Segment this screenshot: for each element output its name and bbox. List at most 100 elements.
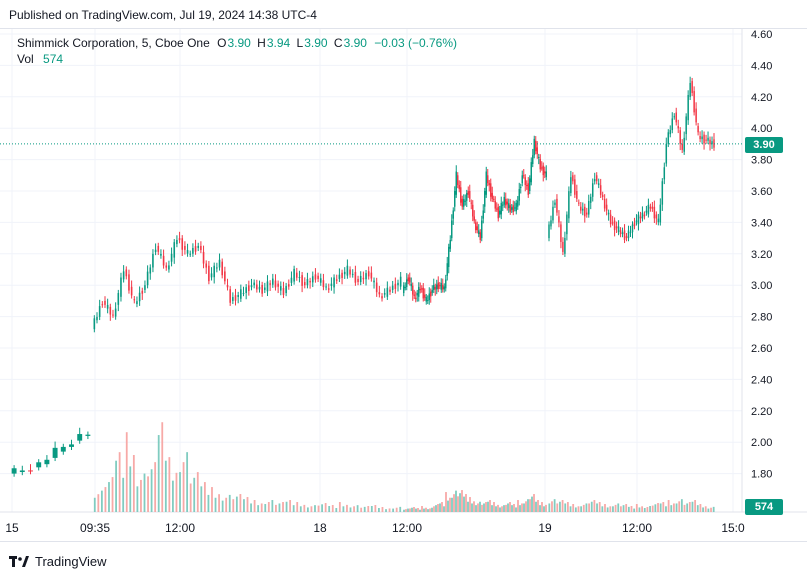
candle-body — [584, 206, 586, 217]
candle-body — [301, 275, 303, 286]
volume-bar — [104, 487, 107, 512]
tradingview-brand[interactable]: TradingView — [9, 554, 107, 569]
candle-body — [354, 272, 357, 283]
volume-bar — [533, 494, 535, 512]
candle-body — [248, 285, 250, 291]
candle-body — [383, 293, 386, 295]
candle-body — [160, 253, 162, 256]
close-label: C — [333, 36, 343, 50]
candle-body — [440, 283, 442, 290]
candle-body — [647, 204, 650, 215]
volume-bar — [439, 503, 441, 512]
candle-body — [560, 224, 562, 242]
candle-body — [28, 470, 33, 472]
x-tick-label: 12:00 — [165, 521, 195, 535]
candle-body — [295, 272, 298, 278]
candle-body — [574, 179, 576, 195]
y-tick-label: 3.60 — [751, 186, 772, 198]
volume-bar — [405, 509, 407, 512]
volume-bar — [168, 457, 171, 512]
candle-body — [69, 444, 74, 447]
candle-body — [633, 222, 636, 227]
volume-bar — [499, 507, 501, 512]
candle-body — [250, 285, 253, 288]
volume-bar — [129, 466, 132, 512]
volume-bar — [495, 506, 497, 512]
candle-body — [659, 204, 662, 223]
candle-body — [593, 179, 596, 182]
volume-bar — [310, 506, 313, 512]
candle-body — [144, 285, 146, 290]
candle-body — [413, 294, 415, 296]
candle-body — [424, 294, 426, 298]
candle-body — [597, 183, 600, 185]
candle-body — [237, 295, 239, 297]
volume-bar — [441, 502, 443, 512]
volume-bar — [455, 490, 457, 512]
y-tick-label: 1.80 — [751, 469, 772, 481]
candle-body — [515, 202, 517, 212]
candle-body — [325, 286, 327, 288]
volume-bar — [511, 505, 513, 512]
volume-bar — [475, 505, 477, 512]
candle-body — [631, 224, 634, 233]
candle-body — [527, 183, 529, 195]
volume-bar — [445, 492, 447, 512]
candle-body — [389, 289, 391, 292]
candle-body — [523, 175, 525, 177]
candle-body — [496, 208, 498, 210]
volume-bar — [617, 503, 620, 512]
volume-bar — [349, 507, 352, 512]
volume-bar — [417, 508, 419, 512]
chart-area[interactable]: 4.60 4.40 4.20 4.00 3.80 3.60 3.40 3.20 3.00 2.80… — [0, 29, 807, 540]
x-tick-label: 12:00 — [622, 521, 652, 535]
candle-body — [234, 295, 237, 301]
candle-body — [576, 191, 578, 199]
candle-body — [125, 269, 128, 277]
candle-body — [343, 271, 346, 275]
volume-bar — [509, 502, 511, 512]
volume-bar — [186, 452, 189, 512]
candle-body — [213, 265, 216, 278]
candle-body — [277, 283, 279, 287]
volume-bar — [395, 507, 398, 512]
candle-body — [509, 205, 511, 212]
candle-body — [627, 230, 630, 239]
candle-body — [418, 286, 420, 297]
candle-body — [443, 286, 445, 290]
candle-body — [542, 165, 544, 176]
candle-body — [436, 284, 438, 290]
published-note: Published on TradingView.com, Jul 19, 20… — [9, 8, 317, 22]
volume-bar — [572, 504, 575, 512]
candle-body — [425, 297, 427, 302]
volume-bar — [627, 506, 630, 512]
candle-body — [521, 175, 523, 184]
volume-bar — [381, 507, 384, 512]
candle-body — [186, 250, 189, 254]
candle-body — [365, 273, 367, 280]
volume-bar — [164, 460, 167, 512]
candle-body — [146, 271, 149, 286]
candle-body — [619, 230, 622, 235]
volume-bar — [225, 497, 228, 512]
volume-bar — [385, 509, 387, 512]
candle-body — [494, 200, 496, 209]
volume-bar — [471, 503, 473, 512]
candle-body — [580, 206, 582, 211]
candlestick-chart[interactable]: 4.60 4.40 4.20 4.00 3.80 3.60 3.40 3.20 3.00 2.80… — [0, 29, 807, 540]
candle-body — [442, 284, 444, 290]
volume-bar — [710, 507, 712, 512]
volume-bar — [324, 503, 327, 512]
candle-body — [491, 192, 493, 199]
candle-body — [261, 284, 263, 294]
candle-body — [85, 434, 91, 436]
candle-body — [109, 306, 112, 315]
volume-bar — [519, 505, 521, 512]
candle-body — [298, 277, 301, 279]
candle-body — [375, 282, 378, 293]
volume-bar — [427, 509, 429, 512]
candle-body — [621, 232, 624, 235]
volume-bar — [189, 483, 192, 512]
volume-bar — [523, 503, 525, 512]
volume-bar — [556, 503, 559, 512]
